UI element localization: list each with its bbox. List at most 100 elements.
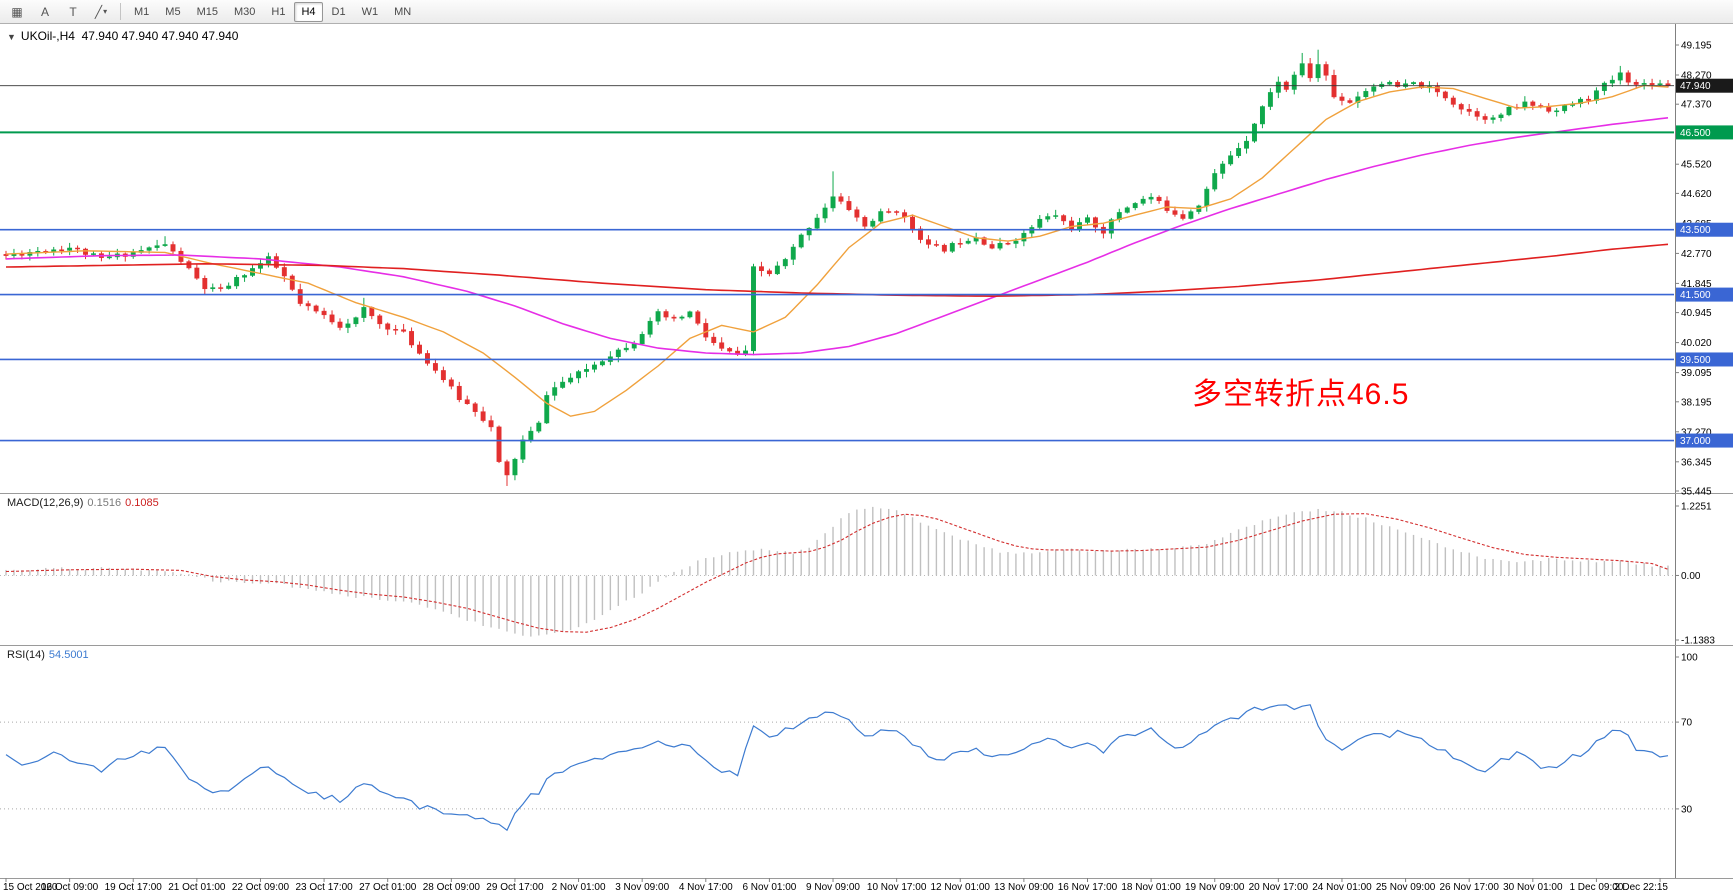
timeframe-m30-button[interactable]: M30 [233, 5, 256, 18]
svg-text:10 Nov 17:00: 10 Nov 17:00 [867, 882, 927, 893]
rsi-panel-area[interactable] [0, 645, 1675, 878]
timeframe-w1-button[interactable]: W1 [361, 5, 379, 18]
timeframe-h1-button[interactable]: H1 [271, 5, 286, 18]
svg-text:12 Nov 01:00: 12 Nov 01:00 [931, 882, 991, 893]
svg-text:29 Oct 17:00: 29 Oct 17:00 [486, 882, 544, 893]
svg-text:41.500: 41.500 [1680, 290, 1711, 301]
symbol-label: UKOil-,H4 [20, 29, 75, 43]
svg-text:49.195: 49.195 [1681, 41, 1712, 52]
macd-signal-line [5, 513, 1669, 633]
svg-text:46.500: 46.500 [1680, 128, 1711, 139]
dropdown-caret-icon: ▾ [103, 7, 108, 16]
svg-text:6 Nov 01:00: 6 Nov 01:00 [742, 882, 796, 893]
price-badge-46.500 [1676, 125, 1733, 140]
text-frame-tool-button[interactable]: T [69, 4, 77, 19]
svg-text:100: 100 [1681, 653, 1698, 664]
svg-text:19 Oct 17:00: 19 Oct 17:00 [105, 882, 163, 893]
svg-text:21 Oct 01:00: 21 Oct 01:00 [168, 882, 226, 893]
macd-main-value: 0.1516 [87, 497, 122, 509]
price-badge-41.500 [1676, 287, 1733, 302]
rsi-label: RSI(14) 54.5001 [7, 649, 93, 661]
svg-text:45.520: 45.520 [1681, 160, 1712, 171]
svg-text:38.195: 38.195 [1681, 397, 1712, 408]
svg-text:70: 70 [1681, 718, 1693, 729]
one-click-trading-icon[interactable]: ▼ [7, 32, 16, 42]
svg-text:47.370: 47.370 [1681, 100, 1712, 111]
svg-text:30 Nov 01:00: 30 Nov 01:00 [1503, 882, 1563, 893]
svg-text:22 Oct 09:00: 22 Oct 09:00 [232, 882, 290, 893]
macd-layer [0, 506, 1674, 637]
rsi-value: 54.5001 [48, 649, 89, 661]
svg-text:20 Nov 17:00: 20 Nov 17:00 [1249, 882, 1309, 893]
price-badge-43.500 [1676, 222, 1733, 237]
annotation-text: 多空转折点46.5 [1192, 378, 1410, 411]
timeframe-m1-button[interactable]: M1 [134, 5, 150, 18]
ma-fast-orange-line [5, 84, 1669, 417]
svg-text:16 Oct 09:00: 16 Oct 09:00 [41, 882, 99, 893]
time-axis-area[interactable] [0, 878, 1675, 894]
svg-text:2 Nov 01:00: 2 Nov 01:00 [552, 882, 606, 893]
svg-text:25 Nov 09:00: 25 Nov 09:00 [1376, 882, 1436, 893]
timeframe-m15-button[interactable]: M15 [196, 5, 218, 18]
candlestick-layer [3, 49, 1671, 486]
horizontal-lines-layer [0, 85, 1674, 442]
svg-text:9 Nov 09:00: 9 Nov 09:00 [806, 882, 860, 893]
drawing-tools-group: ▦ A T ╱ ▾ [4, 1, 114, 23]
svg-text:0.00: 0.00 [1681, 571, 1701, 582]
time-axis-layer: 15 Oct 202016 Oct 09:00 19 Oct 17:00 21 Oc… [3, 878, 1668, 893]
timeframe-group: M1 M5 M15 M30 H1 H4 D1 W1 MN [127, 1, 418, 22]
svg-text:36.345: 36.345 [1681, 457, 1712, 468]
timeframe-h4-button[interactable]: H4 [294, 1, 323, 22]
svg-text:4 Nov 17:00: 4 Nov 17:00 [679, 882, 733, 893]
axis-layer: 49.19548.27047.37046.44545.52044.62043.6… [0, 24, 1733, 879]
timeframe-mn-button[interactable]: MN [394, 5, 412, 18]
crosshair-tool-button[interactable]: ╱ ▾ [94, 4, 108, 19]
svg-text:40.945: 40.945 [1681, 308, 1712, 319]
current-price-badge [1676, 78, 1733, 93]
macd-panel-area[interactable] [0, 493, 1675, 645]
ma-medium-magenta-line [5, 117, 1669, 356]
rsi-line [5, 704, 1669, 832]
chart-legend: ▼ UKOil-,H4 47.940 47.940 47.940 47.940 [7, 29, 238, 43]
svg-text:48.270: 48.270 [1681, 71, 1712, 82]
ohlc-values: 47.940 47.940 47.940 47.940 [81, 29, 239, 43]
grid-tool-button[interactable]: ▦ [11, 4, 23, 19]
svg-text:37.000: 37.000 [1680, 436, 1711, 447]
toolbar: ▦ A T ╱ ▾ M1 M5 M15 M30 H1 H4 D1 W1 MN [0, 0, 1733, 24]
rsi-name: RSI(14) [7, 649, 45, 661]
svg-text:43.500: 43.500 [1680, 225, 1711, 236]
toolbar-separator [120, 3, 121, 20]
svg-text:41.845: 41.845 [1681, 279, 1712, 290]
svg-text:3 Nov 09:00: 3 Nov 09:00 [615, 882, 669, 893]
price-badge-37.000 [1676, 433, 1733, 448]
macd-label: MACD(12,26,9) 0.1516 0.1085 [7, 497, 163, 509]
svg-text:18 Nov 01:00: 18 Nov 01:00 [1121, 882, 1181, 893]
macd-signal-value: 0.1085 [125, 497, 159, 509]
svg-text:42.770: 42.770 [1681, 249, 1712, 260]
svg-text:27 Oct 01:00: 27 Oct 01:00 [359, 882, 417, 893]
svg-text:39.500: 39.500 [1680, 355, 1711, 366]
svg-text:44.620: 44.620 [1681, 189, 1712, 200]
timeframe-d1-button[interactable]: D1 [331, 5, 346, 18]
price-axis-area[interactable] [1675, 24, 1733, 878]
svg-text:13 Nov 09:00: 13 Nov 09:00 [994, 882, 1054, 893]
rsi-layer [0, 704, 1674, 832]
svg-text:1 Dec 09:00: 1 Dec 09:00 [1569, 882, 1623, 893]
svg-text:35.445: 35.445 [1681, 487, 1712, 498]
svg-text:-1.1383: -1.1383 [1681, 636, 1715, 647]
svg-text:47.940: 47.940 [1680, 81, 1711, 92]
macd-name: MACD(12,26,9) [7, 497, 84, 509]
price-badges-layer: 46.500 43.500 41.500 39.500 37.000 47.940 [1676, 78, 1733, 448]
svg-text:2 Dec 22:15: 2 Dec 22:15 [1614, 882, 1668, 893]
timeframe-m5-button[interactable]: M5 [165, 5, 181, 18]
svg-text:24 Nov 01:00: 24 Nov 01:00 [1312, 882, 1372, 893]
price-badge-39.500 [1676, 352, 1733, 367]
svg-text:19 Nov 09:00: 19 Nov 09:00 [1185, 882, 1245, 893]
svg-text:40.020: 40.020 [1681, 338, 1712, 349]
text-label-tool-button[interactable]: A [40, 4, 49, 19]
svg-text:37.270: 37.270 [1681, 427, 1712, 438]
main-chart-area[interactable] [0, 24, 1675, 493]
svg-text:28 Oct 09:00: 28 Oct 09:00 [423, 882, 481, 893]
